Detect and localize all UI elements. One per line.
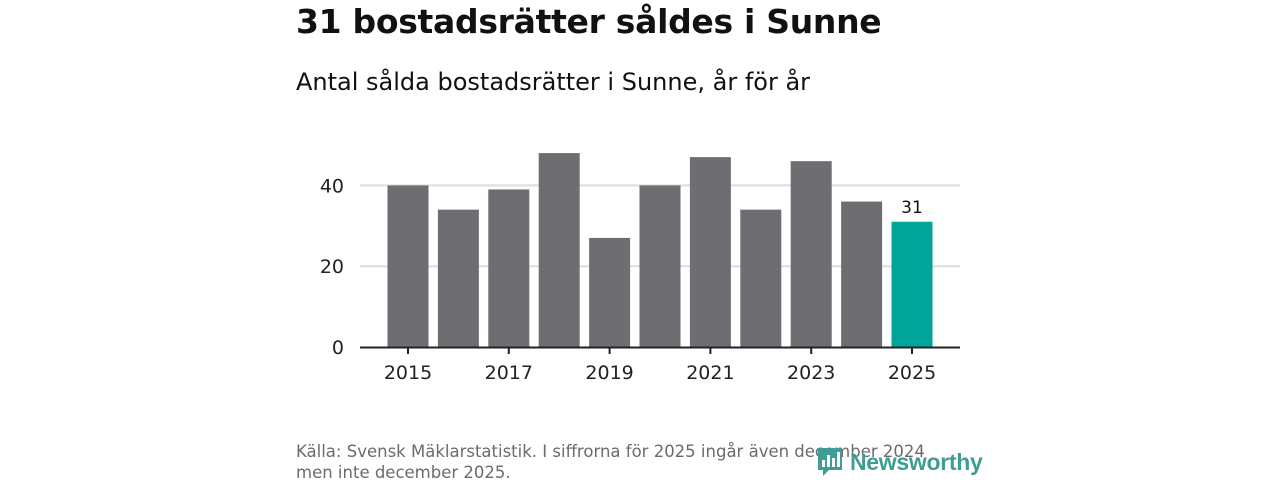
bar-2015 <box>387 185 429 347</box>
y-tick-label: 40 <box>320 175 344 197</box>
x-tick-label: 2021 <box>686 362 734 384</box>
bar-2024 <box>841 201 883 347</box>
bars <box>387 153 933 347</box>
bar-2016 <box>437 209 479 347</box>
axes <box>360 346 960 354</box>
bar-2017 <box>488 189 530 347</box>
x-tick-label: 2023 <box>787 362 835 384</box>
bar-chart-speech-bubble-icon <box>818 448 842 476</box>
bar-2020 <box>639 185 681 347</box>
x-tick-label: 2015 <box>384 362 432 384</box>
x-tick-label: 2025 <box>888 362 936 384</box>
bar-value-label: 31 <box>901 198 923 218</box>
chart-subtitle: Antal sålda bostadsrätter i Sunne, år fö… <box>296 68 811 96</box>
bar-2023 <box>790 161 832 347</box>
logo-text: Newsworthy <box>850 448 983 475</box>
y-tick-label: 20 <box>320 256 344 278</box>
bar-2021 <box>689 157 731 347</box>
y-tick-label: 0 <box>332 337 344 359</box>
bar-2019 <box>589 237 631 347</box>
bar-2022 <box>740 209 782 347</box>
bar-highlight-2025 <box>891 221 933 347</box>
newsworthy-logo[interactable]: Newsworthy <box>815 445 983 479</box>
source-note: Källa: Svensk Mäklarstatistik. I siffror… <box>296 442 925 482</box>
x-tick-label: 2019 <box>585 362 633 384</box>
labels: 0 20 40 31 2015 2017 2019 2021 2023 2025 <box>320 175 936 384</box>
chart-title: 31 bostadsrätter såldes i Sunne <box>296 2 882 41</box>
x-tick-label: 2017 <box>485 362 533 384</box>
bar-2018 <box>538 153 580 347</box>
